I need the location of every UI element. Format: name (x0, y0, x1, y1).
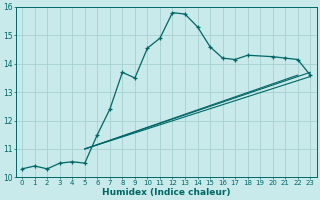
X-axis label: Humidex (Indice chaleur): Humidex (Indice chaleur) (102, 188, 230, 197)
